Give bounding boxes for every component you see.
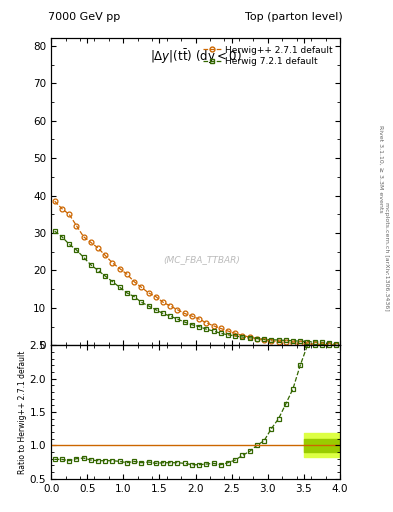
Y-axis label: Ratio to Herwig++ 2.7.1 default: Ratio to Herwig++ 2.7.1 default <box>18 350 27 474</box>
Text: 7000 GeV pp: 7000 GeV pp <box>48 12 120 22</box>
Text: (MC_FBA_TTBAR): (MC_FBA_TTBAR) <box>163 255 240 264</box>
Text: $|\Delta y|(\mathrm{t}\bar{\mathrm{t}})\ \mathrm{(dy < 0)}$: $|\Delta y|(\mathrm{t}\bar{\mathrm{t}})\… <box>150 48 241 66</box>
Text: Rivet 3.1.10, ≥ 3.3M events: Rivet 3.1.10, ≥ 3.3M events <box>378 125 383 213</box>
Text: mcplots.cern.ch [arXiv:1306.3436]: mcplots.cern.ch [arXiv:1306.3436] <box>384 202 389 310</box>
Legend: Herwig++ 2.7.1 default, Herwig 7.2.1 default: Herwig++ 2.7.1 default, Herwig 7.2.1 def… <box>201 43 336 69</box>
Text: Top (parton level): Top (parton level) <box>245 12 343 22</box>
